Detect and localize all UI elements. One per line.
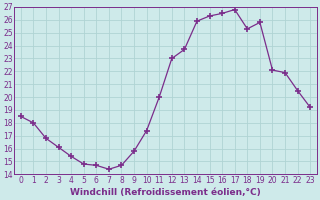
X-axis label: Windchill (Refroidissement éolien,°C): Windchill (Refroidissement éolien,°C)	[70, 188, 261, 197]
